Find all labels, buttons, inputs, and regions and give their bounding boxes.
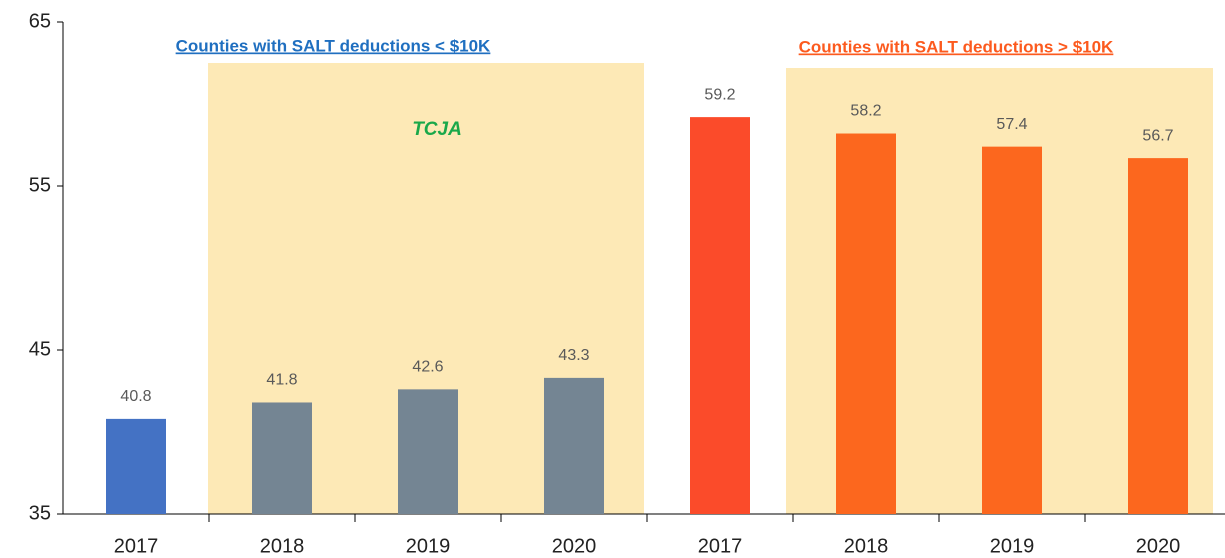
bar [1128,158,1188,514]
bar [106,418,166,514]
bar [544,377,604,514]
bar [982,146,1042,514]
x-tick-label: 2018 [260,535,305,557]
x-tick-label: 2019 [990,535,1035,557]
bar [836,133,896,514]
x-tick-label: 2019 [406,535,451,557]
value-label: 57.4 [996,116,1027,133]
value-label: 43.3 [558,347,589,364]
y-tick-label: 55 [29,174,51,196]
x-tick-label: 2017 [698,535,743,557]
bar [252,402,312,514]
value-label: 40.8 [120,388,151,405]
value-label: 41.8 [266,372,297,389]
tcja-label: TCJA [412,119,462,140]
value-label: 42.6 [412,359,443,376]
x-tick-label: 2018 [844,535,889,557]
x-tick-label: 2020 [552,535,597,557]
value-label: 59.2 [704,86,735,103]
y-tick-label: 35 [29,502,51,524]
value-label: 58.2 [850,103,881,120]
bar [690,117,750,515]
x-tick-label: 2020 [1136,535,1181,557]
y-tick-label: 45 [29,338,51,360]
y-tick-label: 65 [29,10,51,32]
bar [398,389,458,514]
group-label: Counties with SALT deductions < $10K [176,36,491,55]
x-tick-label: 2017 [114,535,159,557]
group-label: Counties with SALT deductions > $10K [799,37,1114,56]
value-label: 56.7 [1142,127,1173,144]
